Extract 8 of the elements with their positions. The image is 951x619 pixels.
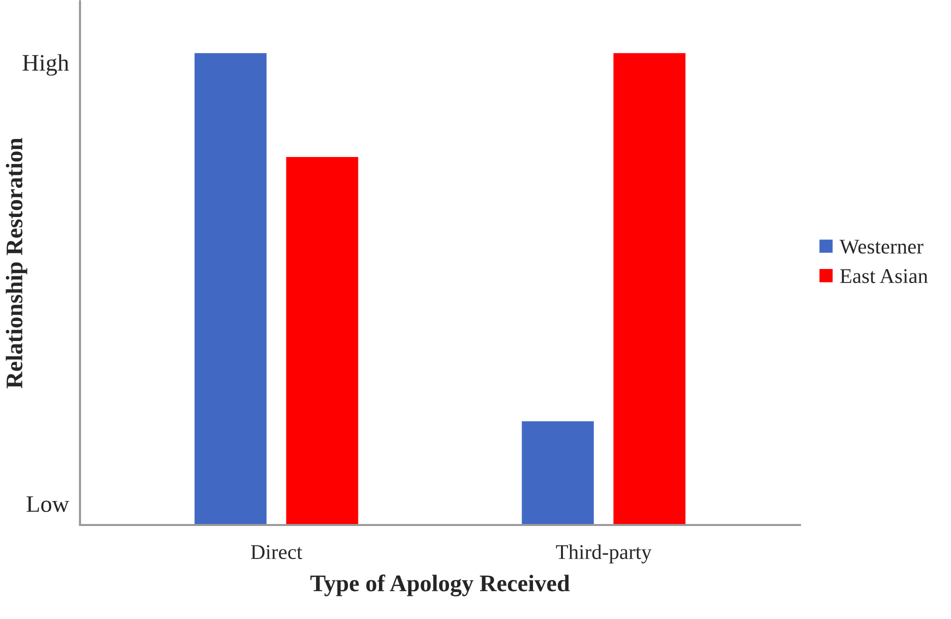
text: Low bbox=[26, 496, 70, 512]
legend-label: East Asian bbox=[840, 269, 928, 284]
legend-label: Westerner bbox=[840, 240, 924, 254]
text: High bbox=[22, 54, 69, 76]
x-tick-label: Direct bbox=[250, 545, 302, 560]
x-tick-label: Third-party bbox=[556, 544, 652, 564]
y-axis-title: Relationship Restoration bbox=[6, 138, 28, 388]
x-axis-title: Type of Apology Received bbox=[310, 574, 570, 596]
